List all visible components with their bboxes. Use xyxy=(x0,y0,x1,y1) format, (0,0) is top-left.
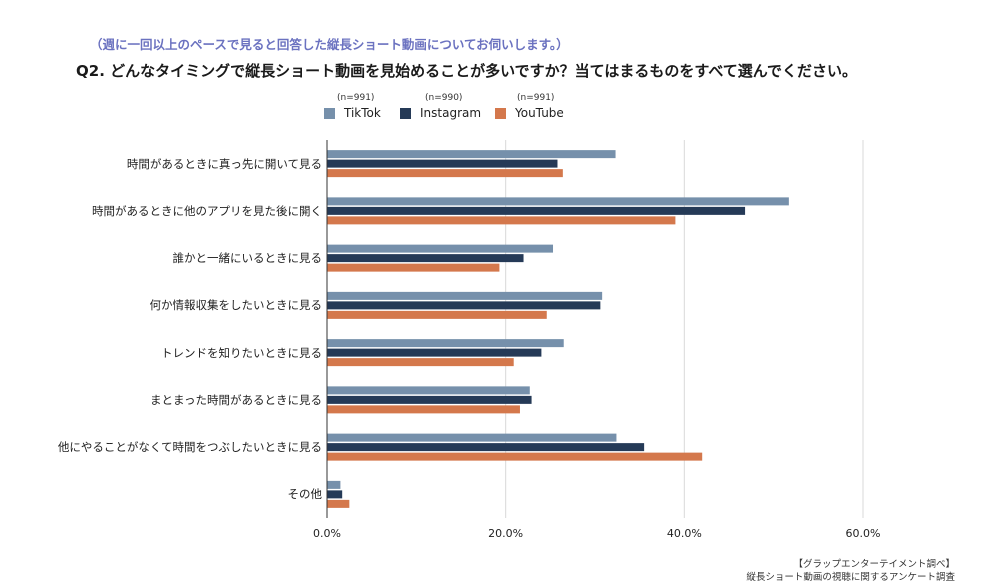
category-label-3: 何か情報収集をしたいときに見る xyxy=(149,298,323,313)
bar-youtube-1 xyxy=(327,216,676,225)
bar-youtube-5 xyxy=(327,405,520,414)
bar-tiktok-5 xyxy=(327,386,530,395)
bar-instagram-4 xyxy=(327,348,542,357)
legend-n-youtube: (n=991) xyxy=(517,93,555,103)
chart-subtitle: （週に一回以上のペースで見ると回答した縦長ショート動画についてお伺いします。） xyxy=(90,37,569,52)
legend-item-tiktok: TikTok xyxy=(324,106,381,120)
bar-youtube-7 xyxy=(327,499,350,508)
category-label-6: 他にやることがなくて時間をつぶしたいときに見る xyxy=(57,440,322,455)
category-label-7: その他 xyxy=(287,487,323,502)
bar-youtube-0 xyxy=(327,169,563,178)
legend-label-youtube: YouTube xyxy=(515,106,564,120)
bar-tiktok-4 xyxy=(327,339,564,348)
bar-instagram-1 xyxy=(327,206,746,215)
legend-item-instagram: Instagram xyxy=(400,106,481,120)
legend-label-tiktok: TikTok xyxy=(344,106,381,120)
category-label-1: 時間があるときに他のアプリを見た後に開く xyxy=(92,203,322,218)
bar-instagram-5 xyxy=(327,395,532,404)
source-survey-name: 縦長ショート動画の視聴に関するアンケート調査 xyxy=(746,572,955,583)
legend-swatch-youtube xyxy=(495,107,506,119)
x-tick-label-0: 0.0% xyxy=(313,527,341,540)
bar-tiktok-2 xyxy=(327,244,554,253)
bar-tiktok-7 xyxy=(327,480,341,489)
bar-tiktok-0 xyxy=(327,150,616,159)
category-label-0: 時間があるときに真っ先に開いて見る xyxy=(126,156,322,171)
x-tick-label-3: 60.0% xyxy=(845,527,881,540)
bar-instagram-6 xyxy=(327,443,645,452)
category-label-4: トレンドを知りたいときに見る xyxy=(161,345,322,360)
x-tick-label-2: 40.0% xyxy=(666,527,702,540)
legend-n-instagram: (n=990) xyxy=(425,93,463,103)
source-credit: 【グラップエンターテイメント調べ】 xyxy=(793,559,955,570)
category-label-2: 誰かと一緒にいるときに見る xyxy=(172,251,323,266)
bar-youtube-4 xyxy=(327,358,514,367)
bar-youtube-6 xyxy=(327,452,703,461)
legend-swatch-instagram xyxy=(400,107,411,119)
legend-label-instagram: Instagram xyxy=(420,106,482,120)
bar-instagram-2 xyxy=(327,254,524,263)
chart-title: Q2. どんなタイミングで縦長ショート動画を見始めることが多いですか？当てはまる… xyxy=(76,62,857,80)
legend-n-tiktok: (n=991) xyxy=(337,93,375,103)
bar-tiktok-6 xyxy=(327,433,617,442)
bar-youtube-2 xyxy=(327,263,500,272)
bar-instagram-3 xyxy=(327,301,601,310)
legend-item-youtube: YouTube xyxy=(495,106,564,120)
bar-tiktok-3 xyxy=(327,291,603,300)
bar-instagram-7 xyxy=(327,490,343,499)
category-label-5: まとまった時間があるときに見る xyxy=(149,392,322,407)
bar-tiktok-1 xyxy=(327,197,789,206)
bar-instagram-0 xyxy=(327,159,558,168)
x-tick-label-1: 20.0% xyxy=(488,527,524,540)
bar-youtube-3 xyxy=(327,310,547,319)
legend-swatch-tiktok xyxy=(324,107,335,119)
